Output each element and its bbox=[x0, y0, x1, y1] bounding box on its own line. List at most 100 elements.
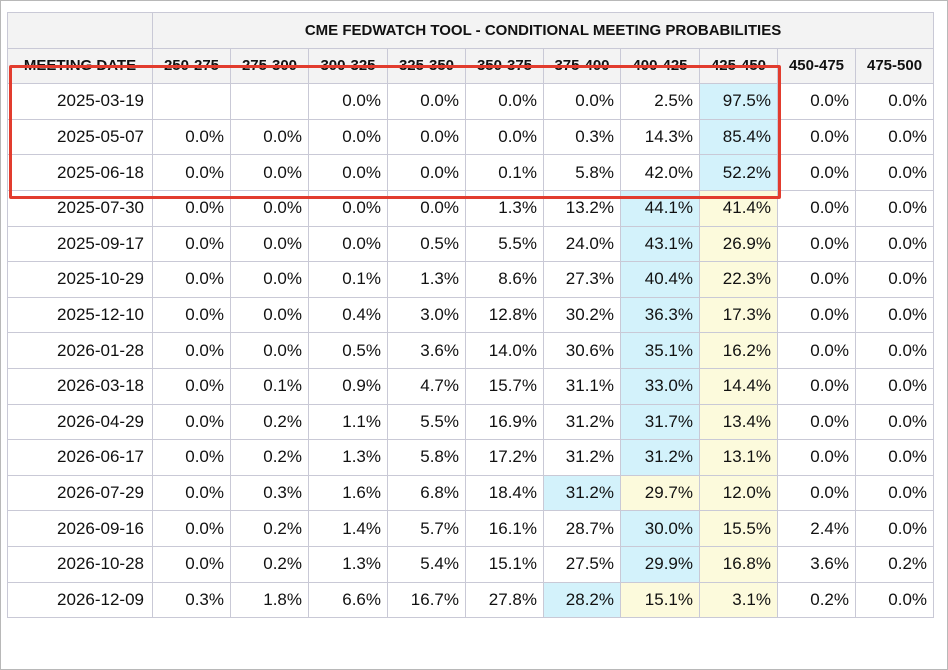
probability-cell: 0.0% bbox=[854, 154, 935, 191]
probability-cell: 0.3% bbox=[152, 581, 231, 619]
probability-cell: 6.8% bbox=[387, 474, 466, 512]
probability-cell: 36.3% bbox=[620, 296, 700, 334]
probability-cell: 5.5% bbox=[465, 225, 544, 263]
probability-cell: 0.3% bbox=[543, 118, 621, 156]
probability-cell: 5.8% bbox=[387, 439, 466, 476]
probability-cell: 0.0% bbox=[777, 439, 856, 476]
probability-cell: 0.0% bbox=[387, 83, 466, 120]
probability-cell: 15.1% bbox=[465, 545, 544, 583]
meeting-date-cell: 2026-01-28 bbox=[7, 332, 153, 369]
probability-cell: 12.8% bbox=[465, 296, 544, 334]
probability-cell: 1.3% bbox=[465, 189, 544, 227]
range-header: 400-425 bbox=[620, 47, 700, 85]
probability-cell: 2.5% bbox=[620, 83, 700, 120]
probability-cell: 0.0% bbox=[777, 474, 856, 512]
meeting-date-cell: 2025-06-18 bbox=[7, 154, 153, 191]
probability-cell: 31.2% bbox=[543, 439, 621, 476]
probability-cell: 30.0% bbox=[620, 510, 700, 547]
probability-cell: 29.7% bbox=[620, 474, 700, 512]
probability-cell: 5.8% bbox=[543, 154, 621, 191]
probability-cell: 15.5% bbox=[699, 510, 778, 547]
probability-cell: 0.1% bbox=[308, 261, 388, 298]
probability-cell: 0.0% bbox=[152, 367, 231, 405]
probability-cell: 0.0% bbox=[230, 189, 309, 227]
meeting-date-cell: 2025-07-30 bbox=[7, 189, 153, 227]
probability-cell bbox=[152, 83, 231, 120]
probability-cell: 27.3% bbox=[543, 261, 621, 298]
probability-cell: 0.0% bbox=[777, 225, 856, 263]
probability-cell: 0.0% bbox=[152, 118, 231, 156]
probability-cell: 35.1% bbox=[620, 332, 700, 369]
probability-cell: 0.0% bbox=[152, 261, 231, 298]
probability-cell: 28.2% bbox=[543, 581, 621, 619]
probability-cell: 0.0% bbox=[854, 510, 935, 547]
probability-cell: 0.0% bbox=[152, 439, 231, 476]
probability-cell: 16.1% bbox=[465, 510, 544, 547]
probability-cell: 30.6% bbox=[543, 332, 621, 369]
probability-cell: 44.1% bbox=[620, 189, 700, 227]
range-header: 325-350 bbox=[387, 47, 466, 85]
probability-cell: 2.4% bbox=[777, 510, 856, 547]
probability-cell: 0.0% bbox=[854, 367, 935, 405]
probability-cell: 24.0% bbox=[543, 225, 621, 263]
probability-cell: 16.7% bbox=[387, 581, 466, 619]
probability-cell: 27.5% bbox=[543, 545, 621, 583]
probability-cell: 1.1% bbox=[308, 403, 388, 441]
meeting-date-cell: 2026-10-28 bbox=[7, 545, 153, 583]
range-header: 300-325 bbox=[308, 47, 388, 85]
probability-cell: 0.0% bbox=[152, 296, 231, 334]
probability-cell: 0.0% bbox=[387, 118, 466, 156]
table-row: 2026-07-29 0.0% 0.3% 1.6% 6.8% 18.4% 31.2% 29.7… bbox=[7, 474, 935, 512]
probability-cell: 17.3% bbox=[699, 296, 778, 334]
table-title: CME FEDWATCH TOOL - CONDITIONAL MEETING … bbox=[151, 12, 935, 49]
probability-cell: 5.7% bbox=[387, 510, 466, 547]
range-header: 475-500 bbox=[854, 47, 935, 85]
probability-cell: 0.0% bbox=[152, 332, 231, 369]
probability-cell: 1.8% bbox=[230, 581, 309, 619]
probability-cell: 31.2% bbox=[543, 474, 621, 512]
probability-cell: 29.9% bbox=[620, 545, 700, 583]
probability-cell: 1.3% bbox=[308, 439, 388, 476]
probability-cell: 16.9% bbox=[465, 403, 544, 441]
probability-cell: 0.0% bbox=[777, 296, 856, 334]
probability-cell: 42.0% bbox=[620, 154, 700, 191]
meeting-date-cell: 2025-03-19 bbox=[7, 83, 153, 120]
probability-cell: 0.1% bbox=[465, 154, 544, 191]
probability-cell: 0.0% bbox=[777, 261, 856, 298]
probability-cell: 43.1% bbox=[620, 225, 700, 263]
probability-cell: 0.0% bbox=[152, 154, 231, 191]
range-header: 350-375 bbox=[465, 47, 544, 85]
probability-cell: 17.2% bbox=[465, 439, 544, 476]
probability-cell: 0.9% bbox=[308, 367, 388, 405]
range-header: 450-475 bbox=[777, 47, 856, 85]
probability-cell: 0.0% bbox=[230, 261, 309, 298]
probability-cell: 31.2% bbox=[620, 439, 700, 476]
probability-cell: 0.0% bbox=[854, 332, 935, 369]
probability-cell: 0.0% bbox=[152, 545, 231, 583]
probability-cell: 0.5% bbox=[387, 225, 466, 263]
table-corner bbox=[7, 12, 153, 49]
probability-cell: 0.0% bbox=[777, 367, 856, 405]
probability-cell bbox=[230, 83, 309, 120]
probability-cell: 0.2% bbox=[230, 510, 309, 547]
table-row: 2025-06-18 0.0% 0.0% 0.0% 0.0% 0.1% 5.8% 42.0% 5… bbox=[7, 154, 935, 191]
table-row: 2025-09-17 0.0% 0.0% 0.0% 0.5% 5.5% 24.0% 43.1%… bbox=[7, 225, 935, 263]
probability-cell: 0.0% bbox=[152, 189, 231, 227]
probability-cell: 0.0% bbox=[387, 154, 466, 191]
probability-cell: 85.4% bbox=[699, 118, 778, 156]
probability-cell: 0.4% bbox=[308, 296, 388, 334]
probability-cell: 97.5% bbox=[699, 83, 778, 120]
probability-cell: 0.0% bbox=[308, 189, 388, 227]
probability-cell: 0.0% bbox=[854, 189, 935, 227]
probability-cell: 3.1% bbox=[699, 581, 778, 619]
probability-cell: 16.8% bbox=[699, 545, 778, 583]
table-row: 2026-01-28 0.0% 0.0% 0.5% 3.6% 14.0% 30.6% 35.1… bbox=[7, 332, 935, 369]
table-row: 2026-06-17 0.0% 0.2% 1.3% 5.8% 17.2% 31.2% 31.2… bbox=[7, 439, 935, 476]
probability-cell: 5.4% bbox=[387, 545, 466, 583]
probability-cell: 0.0% bbox=[854, 83, 935, 120]
probability-cell: 31.1% bbox=[543, 367, 621, 405]
probability-cell: 0.0% bbox=[230, 296, 309, 334]
meeting-date-cell: 2026-09-16 bbox=[7, 510, 153, 547]
probability-cell: 0.0% bbox=[230, 225, 309, 263]
probability-cell: 15.1% bbox=[620, 581, 700, 619]
